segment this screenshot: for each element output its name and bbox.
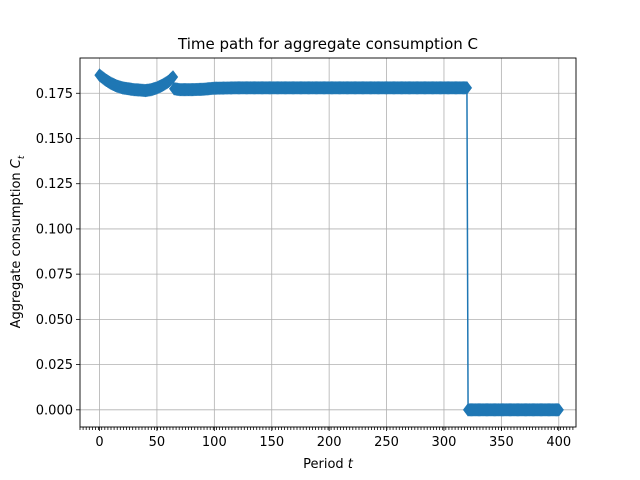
y-tick-label: 0.075 (36, 268, 73, 283)
y-tick-label: 0.050 (36, 313, 73, 328)
chart-title: Time path for aggregate consumption C (177, 35, 478, 53)
x-tick-label: 0 (95, 435, 103, 450)
y-tick-label: 0.150 (36, 132, 73, 147)
data-point (553, 402, 564, 417)
series-consumption (94, 68, 564, 417)
x-tick-label: 400 (546, 435, 571, 450)
y-tick-label: 0.125 (36, 177, 73, 192)
ticks: 0 50 100 150 200 250 300 350 400 0.000 0.025 0.050 0… (36, 87, 574, 450)
y-axis-label: Aggregate consumption Ct (9, 155, 27, 328)
data-point (461, 80, 473, 95)
y-tick-label: 0.000 (36, 403, 73, 418)
y-tick-label: 0.175 (36, 87, 73, 102)
grid-lines (80, 58, 576, 427)
x-tick-label: 300 (432, 435, 457, 450)
x-tick-label: 100 (202, 435, 227, 450)
x-axis-label: Period t (303, 457, 354, 472)
x-tick-label: 50 (149, 435, 166, 450)
x-tick-label: 150 (259, 435, 284, 450)
x-tick-label: 250 (374, 435, 399, 450)
y-tick-label: 0.025 (36, 358, 73, 373)
x-tick-label: 350 (489, 435, 514, 450)
x-tick-label: 200 (317, 435, 342, 450)
y-tick-label: 0.100 (36, 222, 73, 237)
